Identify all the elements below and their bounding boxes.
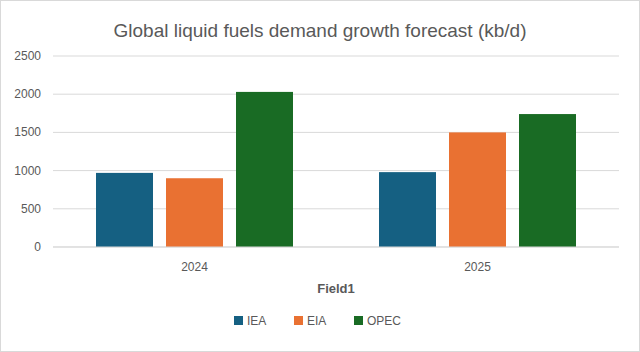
- y-tick-label: 2000: [14, 87, 41, 101]
- grid-line: [53, 247, 619, 248]
- bar: [519, 114, 576, 247]
- y-tick-label: 0: [34, 240, 41, 254]
- grid-line: [53, 56, 619, 57]
- bar: [379, 172, 436, 247]
- y-tick-label: 500: [21, 202, 41, 216]
- x-axis-label: Field1: [317, 281, 355, 296]
- legend-swatch: [234, 316, 243, 325]
- legend: IEA EIA OPEC: [234, 314, 401, 328]
- legend-label: IEA: [247, 314, 266, 328]
- y-tick-label: 1500: [14, 125, 41, 139]
- x-tick-label: 2025: [464, 260, 491, 274]
- x-tick-label: 2024: [181, 260, 208, 274]
- x-axis-line: [53, 247, 619, 248]
- legend-label: EIA: [307, 314, 326, 328]
- chart-frame: [1, 1, 640, 352]
- bar: [96, 173, 153, 247]
- title: Global liquid fuels demand growth foreca…: [114, 20, 527, 41]
- chart-container: Global liquid fuels demand growth foreca…: [0, 0, 640, 352]
- bar: [166, 178, 223, 247]
- y-tick-label: 2500: [14, 49, 41, 63]
- bar: [449, 132, 506, 247]
- legend-swatch: [294, 316, 303, 325]
- legend-swatch: [354, 316, 363, 325]
- legend-label: OPEC: [367, 314, 401, 328]
- bar: [236, 92, 293, 247]
- chart-svg: Global liquid fuels demand growth foreca…: [0, 0, 640, 352]
- y-tick-label: 1000: [14, 164, 41, 178]
- grid-line: [53, 94, 619, 95]
- bars: [96, 92, 576, 247]
